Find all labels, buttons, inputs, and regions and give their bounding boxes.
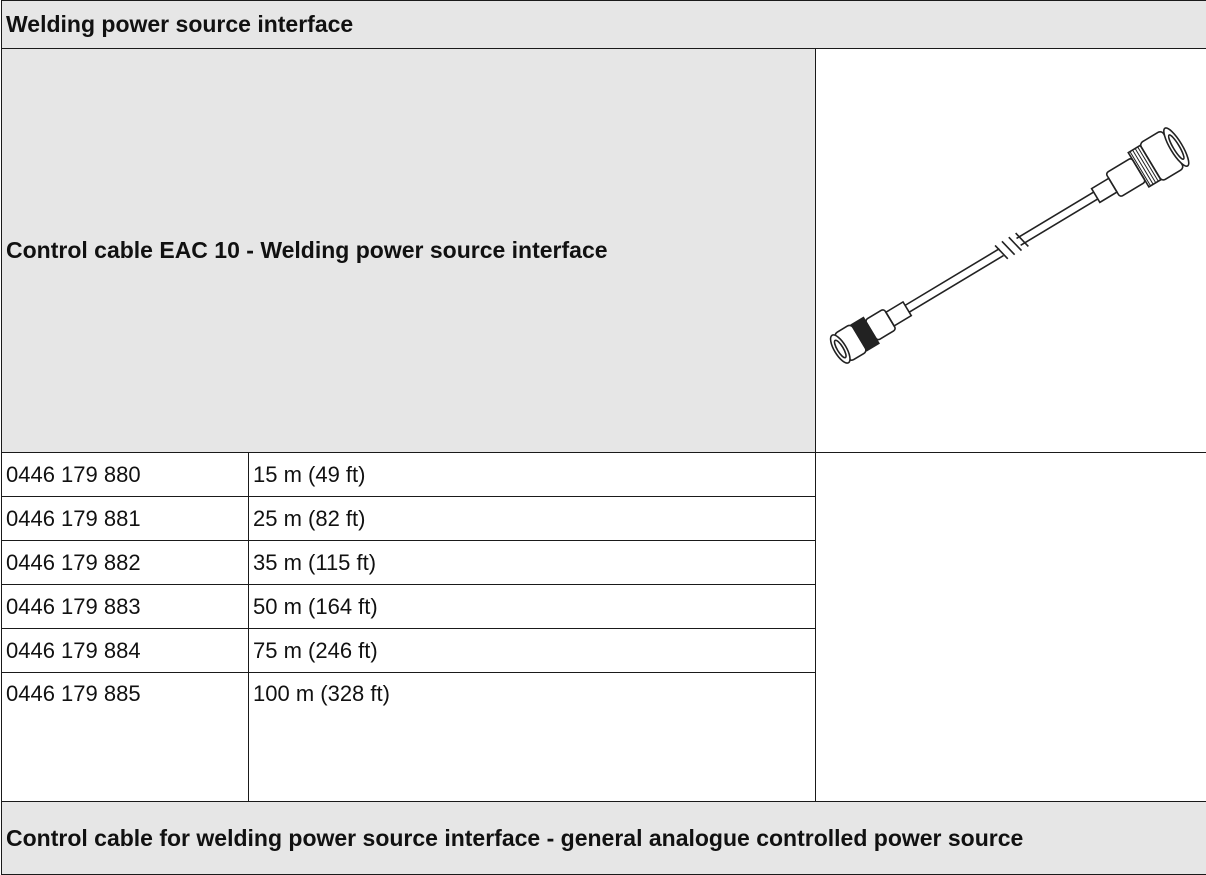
part-number: 0446 179 885 (2, 673, 249, 802)
cable-illustration (816, 49, 1205, 446)
length: 100 m (328 ft) (249, 673, 816, 802)
section-title: Control cable EAC 10 - Welding power sou… (2, 49, 816, 453)
part-number: 0446 179 881 (2, 497, 249, 541)
spec-table: Welding power source interface Control c… (1, 0, 1206, 875)
length: 75 m (246 ft) (249, 629, 816, 673)
part-number: 0446 179 880 (2, 453, 249, 497)
length: 35 m (115 ft) (249, 541, 816, 585)
part-number: 0446 179 882 (2, 541, 249, 585)
header-title: Welding power source interface (2, 1, 1206, 49)
page: {"header": {"title": "Welding power sour… (0, 0, 1206, 520)
part-number: 0446 179 884 (2, 629, 249, 673)
footer-title: Control cable for welding power source i… (2, 802, 1206, 875)
length: 15 m (49 ft) (249, 453, 816, 497)
length: 50 m (164 ft) (249, 585, 816, 629)
length: 25 m (82 ft) (249, 497, 816, 541)
part-number: 0446 179 883 (2, 585, 249, 629)
image-cell (816, 49, 1206, 453)
